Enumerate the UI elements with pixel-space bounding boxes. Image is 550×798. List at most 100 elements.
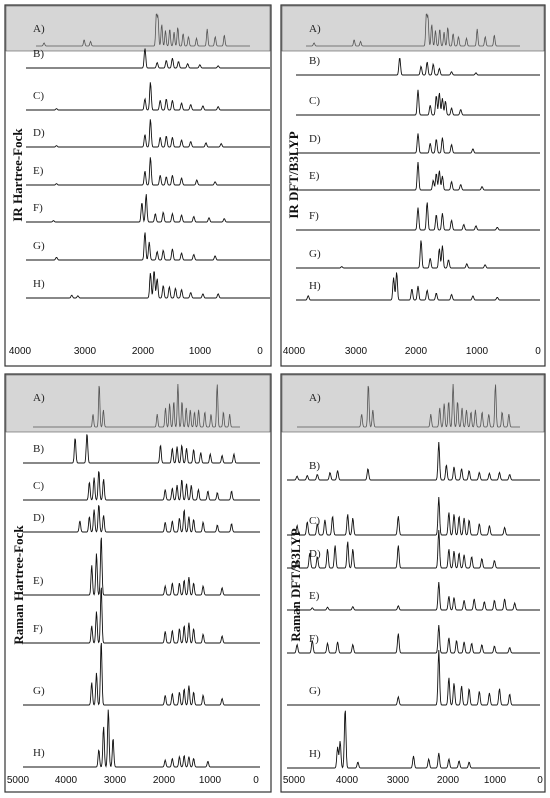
x-tick-label: 3000 <box>74 346 97 357</box>
series-label-b: B) <box>33 443 44 455</box>
ir-dft-b3lyp-panel: A) B) C) D) E) F) G) H) 4000 3000 2000 1000 0 IR DFT/… <box>280 4 546 367</box>
series-trace-e <box>23 537 260 596</box>
x-tick-label: 0 <box>535 346 541 357</box>
series-trace-b <box>296 58 540 76</box>
series-label-e: E) <box>33 575 44 587</box>
panel-frame <box>280 373 546 793</box>
series-label-e: E) <box>309 590 320 602</box>
x-tick-label: 1000 <box>466 346 489 357</box>
series-trace-g <box>23 642 260 706</box>
panel-frame <box>280 4 546 367</box>
series-label-d: D) <box>33 512 45 524</box>
reference-band <box>281 5 545 52</box>
series-trace-h <box>23 709 260 768</box>
panel-frame <box>4 4 272 367</box>
x-tick-label: 3000 <box>387 775 410 786</box>
x-tick-label: 0 <box>253 775 259 786</box>
x-tick-label: 1000 <box>484 775 507 786</box>
series-label-d: D) <box>309 133 321 145</box>
series-label-c: C) <box>309 95 320 107</box>
series-trace-f <box>296 202 540 231</box>
series-label-b: B) <box>33 48 44 60</box>
series-label-e: E) <box>309 170 320 182</box>
series-label-f: F) <box>309 210 319 222</box>
series-trace-b <box>23 434 260 464</box>
y-axis-label: Raman DFT/B3LYP <box>288 528 303 641</box>
series-trace-h <box>287 710 540 769</box>
series-trace-a <box>36 13 250 47</box>
series-trace-b <box>26 48 270 69</box>
series-trace-d <box>287 529 540 569</box>
series-label-h: H) <box>309 748 321 760</box>
series-trace-a <box>33 383 240 428</box>
series-trace-c <box>23 471 260 501</box>
series-trace-a <box>306 13 520 47</box>
x-tick-label: 4000 <box>336 775 359 786</box>
series-trace-h <box>296 272 540 301</box>
reference-band <box>5 5 271 52</box>
series-label-d: D) <box>309 548 321 560</box>
x-tick-label: 1000 <box>189 346 212 357</box>
series-label-e: E) <box>33 165 44 177</box>
series-label-h: H) <box>33 747 45 759</box>
series-label-g: G) <box>309 685 321 697</box>
x-tick-label: 4000 <box>283 346 306 357</box>
series-trace-h <box>26 271 270 299</box>
series-label-g: G) <box>33 685 45 697</box>
series-trace-a <box>297 383 520 428</box>
series-label-g: G) <box>309 248 321 260</box>
series-trace-f <box>26 194 270 223</box>
series-trace-e <box>287 581 540 611</box>
series-trace-b <box>287 441 540 481</box>
x-tick-label: 5000 <box>7 775 30 786</box>
series-label-f: F) <box>33 202 43 214</box>
series-label-c: C) <box>309 515 320 527</box>
x-tick-label: 4000 <box>55 775 78 786</box>
x-tick-label: 2000 <box>437 775 460 786</box>
reference-band <box>5 374 271 433</box>
series-label-a: A) <box>309 392 321 404</box>
y-axis-label: Raman Hartree-Fock <box>11 525 26 645</box>
series-trace-c <box>26 82 270 111</box>
x-tick-label: 5000 <box>283 775 306 786</box>
series-label-b: B) <box>309 55 320 67</box>
series-label-d: D) <box>33 127 45 139</box>
series-trace-g <box>296 240 540 269</box>
series-trace-f <box>287 624 540 654</box>
series-trace-d <box>26 119 270 148</box>
series-trace-g <box>287 649 540 706</box>
series-trace-f <box>23 587 260 644</box>
y-axis-label: IR Hartree-Fock <box>10 128 25 222</box>
series-label-c: C) <box>33 480 44 492</box>
series-trace-d <box>296 133 540 154</box>
series-label-b: B) <box>309 460 320 472</box>
series-label-a: A) <box>33 392 45 404</box>
x-tick-label: 2000 <box>153 775 176 786</box>
series-trace-g <box>26 232 270 261</box>
x-tick-label: 2000 <box>132 346 155 357</box>
series-label-f: F) <box>33 623 43 635</box>
series-label-h: H) <box>33 278 45 290</box>
reference-band <box>281 374 545 433</box>
x-tick-label: 4000 <box>9 346 32 357</box>
x-tick-label: 3000 <box>345 346 368 357</box>
series-label-g: G) <box>33 240 45 252</box>
series-trace-e <box>26 157 270 186</box>
series-trace-c <box>296 89 540 116</box>
series-label-a: A) <box>33 23 45 35</box>
x-tick-label: 1000 <box>199 775 222 786</box>
x-tick-label: 3000 <box>104 775 127 786</box>
series-trace-e <box>296 161 540 191</box>
series-label-c: C) <box>33 90 44 102</box>
ir-hartree-fock-panel: A) B) C) D) E) F) G) H) 4000 3000 2000 1000 0 IR Hart… <box>4 4 272 367</box>
raman-hartree-fock-panel: A) B) C) D) E) F) G) H) 5000 4000 3000 2000 1000 0 Ram… <box>4 373 272 793</box>
panel-frame <box>4 373 272 793</box>
series-label-f: F) <box>309 633 319 645</box>
x-tick-label: 0 <box>257 346 263 357</box>
y-axis-label: IR DFT/B3LYP <box>286 131 301 218</box>
series-trace-c <box>287 496 540 536</box>
series-trace-d <box>23 505 260 533</box>
x-tick-label: 2000 <box>405 346 428 357</box>
raman-dft-b3lyp-panel: A) B) C) D) E) F) G) H) 5000 4000 3000 2000 1000 0 Ram… <box>280 373 546 793</box>
